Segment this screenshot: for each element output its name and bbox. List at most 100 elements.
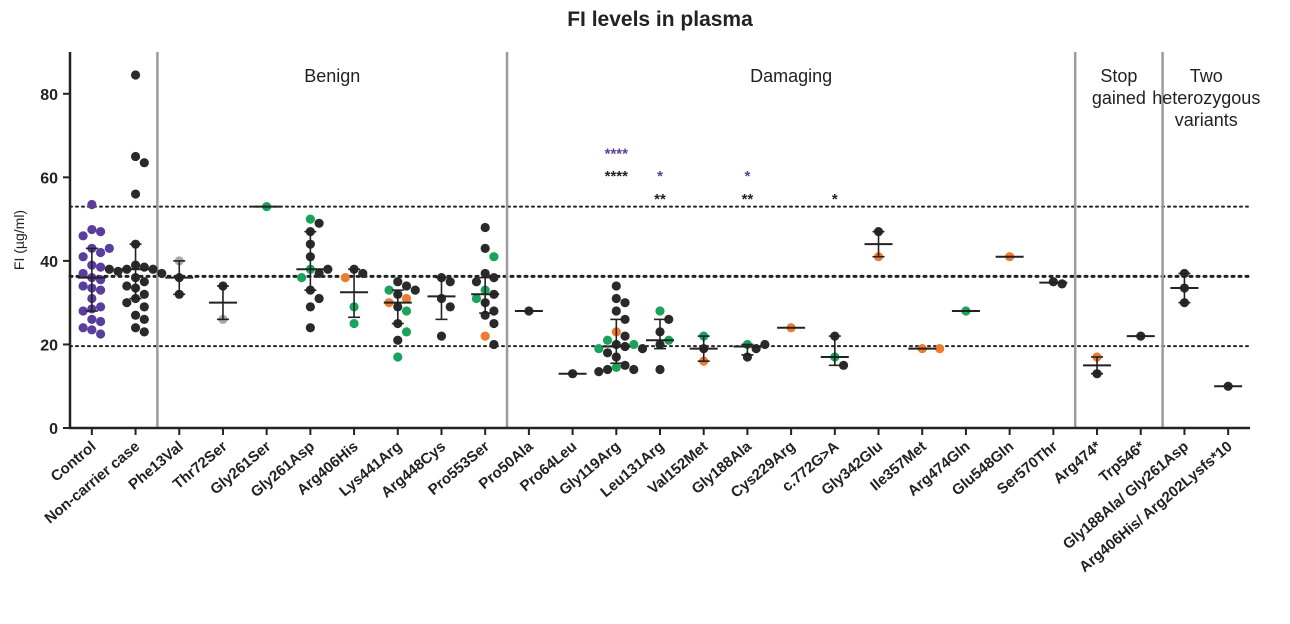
region-label-damaging: Damaging: [750, 66, 832, 86]
data-point: [314, 268, 324, 279]
data-point: [130, 70, 141, 80]
data-point: [445, 302, 455, 312]
region-label-line: Benign: [304, 66, 360, 86]
data-point: [751, 344, 761, 354]
data-point: [393, 352, 403, 362]
data-point: [611, 306, 621, 316]
y-tick-label: 60: [40, 170, 58, 187]
data-point: [305, 302, 315, 312]
data-point: [594, 344, 604, 354]
data-point: [78, 231, 88, 241]
axes: 0 20 40 60 80: [40, 52, 1250, 438]
data-point: [139, 314, 149, 324]
data-point: [393, 335, 403, 345]
data-point: [113, 266, 123, 276]
region-label-two-heterozygous-variants: Two heterozygous variants: [1152, 66, 1260, 130]
data-point: [611, 293, 621, 304]
data-point: [95, 227, 106, 237]
data-point: [480, 222, 490, 233]
region-label-line: variants: [1175, 110, 1238, 130]
data-point: [471, 293, 482, 304]
data-point: [78, 252, 88, 262]
data-point: [95, 316, 106, 327]
data-point: [148, 264, 158, 274]
data-point: [1057, 279, 1067, 289]
region-label-stop-gained: Stop gained: [1092, 66, 1146, 108]
data-point: [314, 293, 324, 304]
data-point: [95, 262, 106, 272]
data-point: [95, 329, 106, 339]
data-point: [410, 285, 420, 295]
significance-annotations: ******** ****** *: [605, 145, 838, 208]
data-point: [637, 344, 648, 354]
region-label-line: Stop: [1100, 66, 1137, 86]
data-point: [620, 314, 630, 324]
data-point: [401, 293, 412, 304]
data-point: [157, 268, 167, 279]
data-point: [620, 360, 630, 370]
data-point: [139, 158, 149, 168]
data-point: [358, 268, 368, 279]
data-point: [602, 364, 613, 375]
y-tick-label: 40: [40, 254, 58, 271]
data-point: [78, 323, 88, 333]
data-point: [95, 275, 106, 285]
data-point: [130, 310, 141, 320]
data-point: [139, 262, 149, 272]
data-point: [297, 273, 307, 283]
data-point: [480, 331, 490, 341]
data-point: [122, 298, 132, 308]
y-tick-label: 20: [40, 337, 58, 354]
significance-label: **: [742, 191, 754, 208]
y-axis-label: FI (µg/ml): [11, 210, 27, 270]
data-point: [314, 218, 324, 228]
data-point: [620, 331, 630, 341]
data-point: [130, 323, 141, 333]
data-point: [139, 277, 149, 287]
data-point: [760, 339, 770, 350]
data-points: [78, 70, 1233, 391]
chart-title: FI levels in plasma: [567, 8, 753, 31]
data-point: [122, 281, 132, 291]
data-point: [95, 247, 106, 258]
y-tick-label: 80: [40, 87, 58, 104]
data-point: [611, 281, 621, 291]
y-tick-label: 0: [49, 421, 58, 438]
data-point: [78, 281, 88, 291]
region-label-benign: Benign: [304, 66, 360, 86]
region-separators: [156, 52, 1164, 428]
region-label-line: heterozygous: [1152, 88, 1260, 108]
data-point: [130, 151, 141, 162]
data-point: [935, 344, 945, 354]
significance-label: **: [654, 191, 666, 208]
data-point: [489, 339, 499, 350]
data-point: [95, 302, 106, 312]
data-point: [139, 302, 149, 312]
data-point: [393, 277, 403, 287]
data-point: [401, 306, 412, 316]
data-point: [95, 285, 106, 295]
data-point: [471, 277, 482, 287]
data-point: [489, 306, 499, 316]
data-point: [401, 327, 412, 337]
data-point: [323, 264, 333, 274]
x-tick-label-arg474: Arg474*: [1050, 438, 1104, 488]
data-point: [130, 189, 141, 199]
significance-label: ****: [605, 145, 629, 162]
data-point: [349, 318, 359, 329]
data-point: [611, 362, 621, 373]
data-point: [305, 323, 315, 333]
data-point: [139, 327, 149, 337]
data-point: [602, 348, 613, 358]
data-point: [87, 224, 97, 235]
region-label-line: Two: [1190, 66, 1223, 86]
data-point: [87, 325, 97, 335]
data-point: [104, 264, 114, 274]
data-point: [401, 281, 412, 291]
data-point: [305, 214, 315, 224]
significance-label: *: [832, 191, 838, 208]
data-point: [620, 298, 630, 308]
